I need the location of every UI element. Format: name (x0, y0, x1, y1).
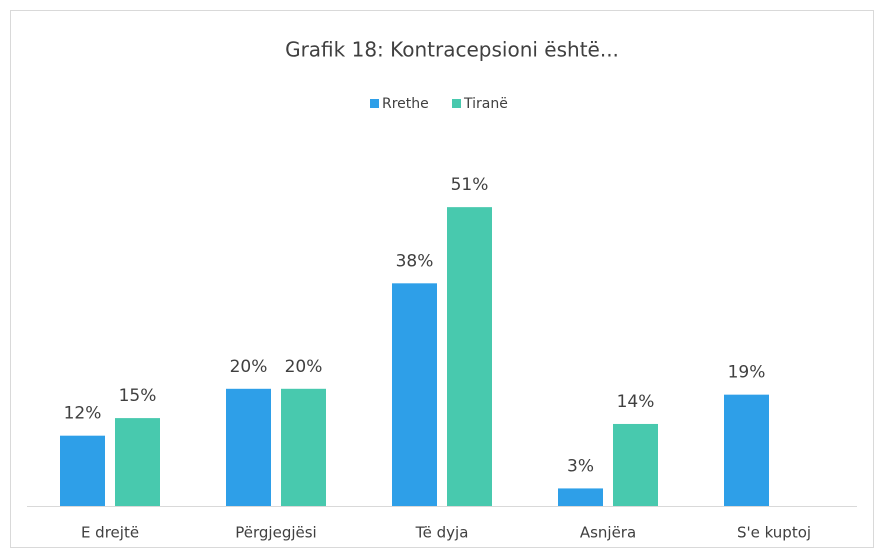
x-tick-label: S'e kuptoj (737, 524, 811, 542)
data-label: 14% (617, 392, 655, 412)
bar (447, 207, 492, 506)
bar (60, 435, 105, 506)
bar (558, 488, 603, 506)
data-label: 3% (567, 456, 594, 476)
bar (226, 388, 271, 506)
bar (724, 394, 769, 506)
bar (281, 388, 326, 506)
bar (613, 423, 658, 506)
data-label: 20% (230, 357, 268, 377)
legend-swatch (370, 99, 379, 108)
data-label: 19% (728, 363, 766, 383)
x-tick-label: Asnjëra (580, 524, 636, 542)
legend-label: Rrethe (382, 96, 429, 112)
data-label: 20% (285, 357, 323, 377)
x-tick-label: Të dyja (415, 524, 469, 542)
data-label: 38% (396, 251, 434, 271)
x-tick-label: Përgjegjësi (235, 524, 316, 542)
bar (392, 283, 437, 506)
legend-label: Tiranë (463, 96, 508, 112)
x-tick-label: E drejtë (81, 524, 139, 542)
data-label: 15% (119, 386, 157, 406)
chart-title: Grafik 18: Kontracepsioni është... (285, 38, 619, 62)
legend-swatch (452, 99, 461, 108)
data-label: 12% (64, 404, 102, 424)
data-label: 51% (451, 175, 489, 195)
bar (115, 418, 160, 506)
